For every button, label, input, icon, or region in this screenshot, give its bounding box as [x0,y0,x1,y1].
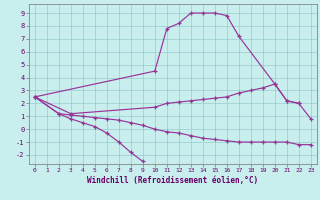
X-axis label: Windchill (Refroidissement éolien,°C): Windchill (Refroidissement éolien,°C) [87,176,258,185]
